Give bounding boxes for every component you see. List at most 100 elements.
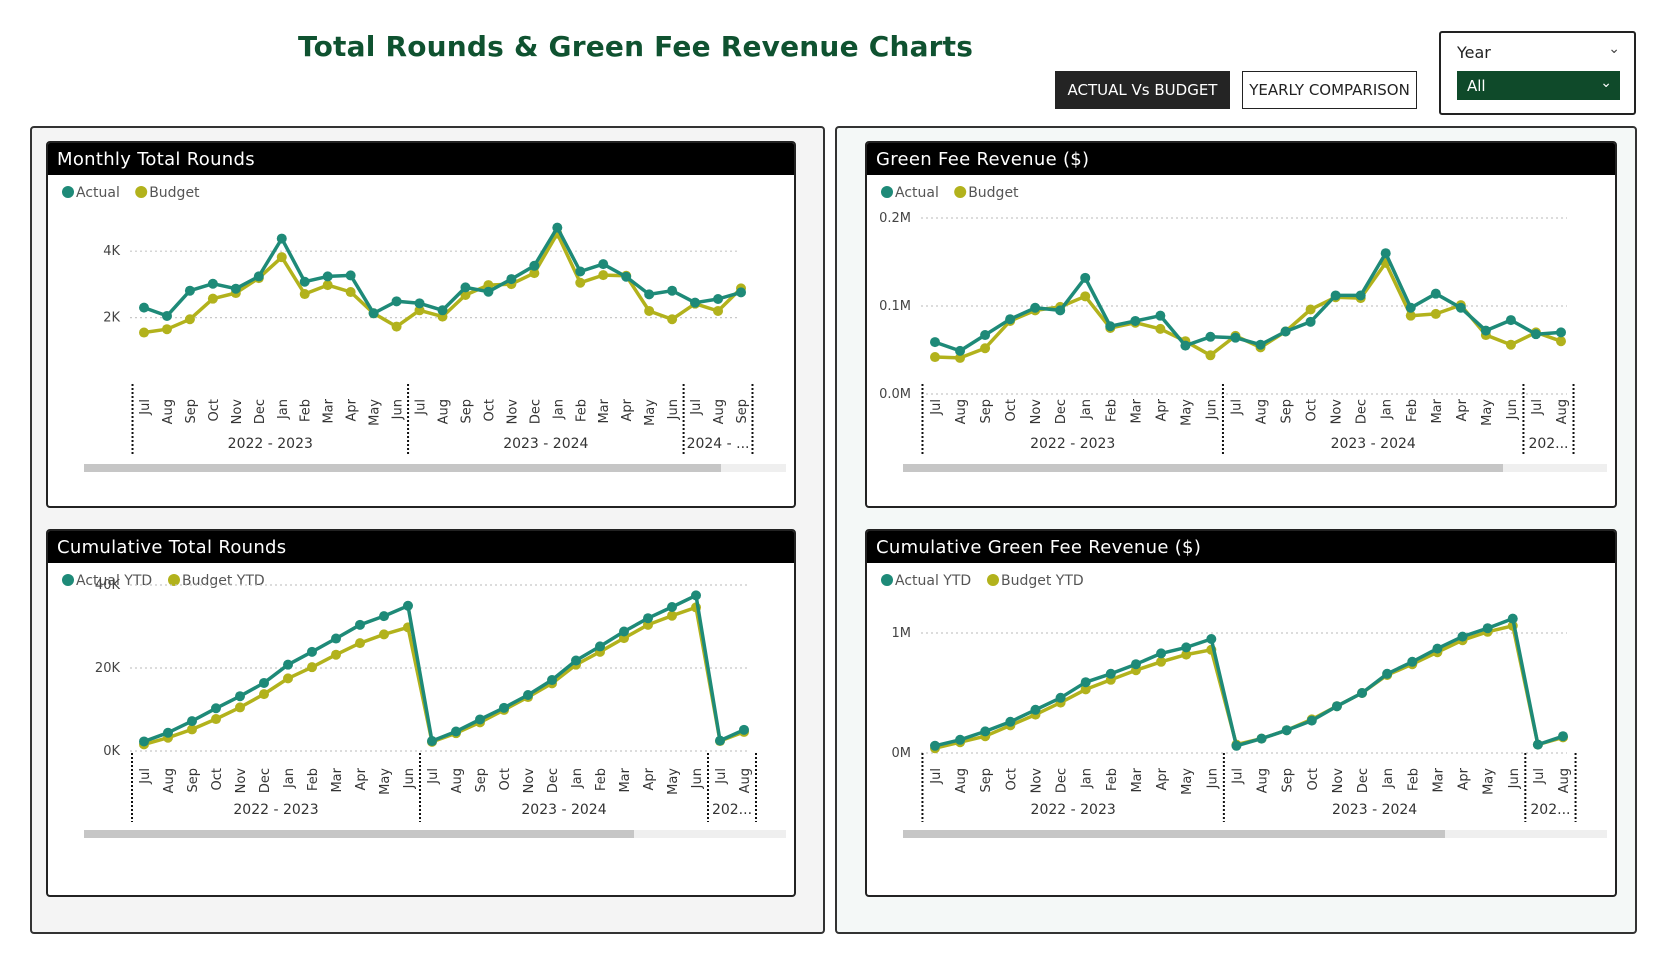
x-tick-label: Jan (276, 399, 291, 420)
x-tick-label: Jul (1229, 399, 1244, 416)
x-tick-label: Apr (1154, 398, 1169, 421)
data-point-budget (1430, 308, 1441, 319)
data-point-actual (1357, 688, 1368, 698)
scrollbar-thumb[interactable] (903, 830, 1445, 838)
x-tick-label: Feb (574, 399, 589, 422)
data-point-actual (643, 613, 653, 624)
fiscal-year-label: 202... (1528, 436, 1568, 452)
fiscal-year-label: 2023 - 2024 (521, 802, 606, 818)
x-tick-label: Nov (1330, 399, 1345, 425)
data-point-actual (1455, 302, 1466, 313)
data-point-actual (259, 677, 269, 688)
data-point-budget (644, 305, 655, 316)
x-tick-label: Sep (1280, 399, 1295, 424)
x-tick-label: Sep (459, 399, 474, 424)
x-tick-label: Aug (161, 399, 176, 424)
scrollbar-thumb[interactable] (84, 464, 721, 472)
x-tick-label: Sep (979, 768, 994, 793)
x-tick-label: Mar (330, 767, 345, 792)
x-tick-label: Aug (1255, 399, 1270, 424)
data-point-budget (307, 662, 317, 673)
data-point-actual (139, 302, 149, 313)
data-point-budget (1181, 649, 1192, 660)
data-point-actual (391, 296, 402, 307)
data-point-actual (529, 260, 540, 271)
data-point-actual (619, 626, 629, 637)
series-line-budget (143, 605, 745, 747)
series-line-budget (934, 624, 1564, 750)
data-point-actual (427, 736, 437, 747)
data-point-actual (690, 297, 701, 308)
x-tick-label: Jun (666, 399, 681, 420)
year-select[interactable]: All ⌄ (1457, 71, 1620, 100)
data-point-actual (1231, 740, 1242, 751)
legend-label-budget: Budget YTD (182, 573, 265, 589)
data-point-actual (1055, 692, 1066, 703)
x-tick-label: Mar (1129, 398, 1144, 423)
x-tick-label: Jul (689, 399, 704, 416)
x-tick-label: May (1180, 768, 1195, 795)
data-point-actual (1130, 315, 1141, 326)
x-tick-label: Jul (138, 768, 153, 785)
scrollbar-thumb[interactable] (84, 830, 634, 838)
data-point-actual (1105, 668, 1116, 679)
x-tick-label: Jan (551, 399, 566, 420)
data-point-budget (460, 290, 471, 301)
chart-title: Monthly Total Rounds (48, 143, 794, 175)
data-point-budget (1405, 310, 1416, 321)
x-tick-label: Jul (1530, 399, 1545, 416)
data-point-budget (1080, 291, 1091, 302)
data-point-actual (187, 716, 197, 727)
x-tick-label: Jan (1380, 399, 1395, 420)
data-point-actual (1055, 305, 1066, 316)
y-tick-label: 2K (103, 311, 120, 326)
data-point-actual (1030, 302, 1041, 313)
data-point-actual (230, 283, 241, 294)
legend-marker-actual (62, 574, 74, 586)
x-tick-label: Jun (1505, 399, 1520, 420)
data-point-actual (1306, 715, 1317, 726)
data-point-budget (1556, 336, 1566, 347)
data-point-actual (1558, 731, 1568, 742)
data-point-actual (345, 270, 356, 281)
x-tick-label: Apr (354, 767, 369, 790)
data-point-actual (739, 724, 749, 735)
chevron-down-icon[interactable]: ⌄ (1608, 41, 1620, 57)
x-tick-label: Aug (954, 399, 969, 424)
x-tick-label: Oct (1306, 768, 1321, 790)
x-tick-label: Oct (482, 399, 497, 421)
series-line-actual (143, 225, 742, 318)
x-tick-label: Aug (1555, 399, 1570, 424)
data-point-actual (1532, 739, 1543, 750)
data-point-actual (1407, 656, 1418, 667)
x-tick-label: Feb (594, 768, 609, 791)
x-tick-label: Nov (1029, 399, 1044, 425)
data-point-actual (1230, 332, 1241, 343)
y-tick-label: 20K (95, 661, 121, 676)
data-point-actual (930, 337, 940, 348)
data-point-actual (276, 233, 287, 244)
chart-svg: Actual Budget 2K 4K Jul Aug Sep Oct Nov Dec Jan Feb… (62, 185, 786, 472)
legend-marker-budget (954, 186, 967, 198)
x-tick-label: May (643, 399, 658, 426)
x-tick-label: Feb (1104, 399, 1119, 422)
x-tick-label: Jul (1230, 768, 1245, 785)
data-point-actual (595, 641, 605, 652)
series-line-actual (143, 593, 745, 744)
scrollbar-thumb[interactable] (903, 464, 1503, 472)
x-tick-label: Jul (138, 399, 153, 416)
x-tick-label: Nov (1029, 768, 1044, 794)
x-tick-label: Mar (597, 398, 612, 423)
data-point-actual (451, 726, 461, 737)
yearly-comparison-button[interactable]: YEARLY COMPARISON (1242, 71, 1417, 109)
data-point-actual (1281, 725, 1292, 736)
x-tick-label: Mar (1431, 767, 1446, 792)
x-tick-label: Mar (1430, 398, 1445, 423)
fiscal-year-label: 2023 - 2024 (1331, 436, 1416, 452)
data-point-budget (283, 673, 293, 684)
y-tick-label: 0M (892, 746, 912, 761)
legend-label-actual: Actual (895, 185, 939, 201)
x-tick-label: Aug (712, 399, 727, 424)
actual-vs-budget-button[interactable]: ACTUAL Vs BUDGET (1055, 71, 1230, 109)
data-point-actual (1330, 290, 1341, 301)
